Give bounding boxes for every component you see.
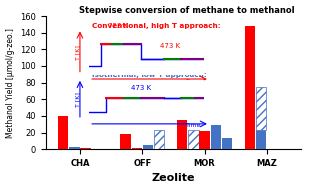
Bar [199,131,210,149]
Text: Conventional, high T approach:: Conventional, high T approach: [92,23,220,29]
Bar [143,145,153,149]
Bar [58,116,68,149]
Bar [245,26,255,149]
Text: Stepwise conversion of methane to methanol: Stepwise conversion of methane to methan… [79,6,295,15]
Text: Isothermal, low T approach:: Isothermal, low T approach: [92,72,207,78]
Bar [177,103,187,149]
Bar [256,130,266,149]
Bar [256,87,266,130]
Bar [80,148,91,149]
Bar [222,138,232,149]
Bar [69,147,80,149]
Y-axis label: Methanol Yield [μmol/g-zeo.]: Methanol Yield [μmol/g-zeo.] [6,28,15,138]
Bar [154,130,164,149]
X-axis label: Zeolite: Zeolite [152,174,195,184]
Bar [211,125,221,149]
Bar [120,134,131,149]
Bar [188,130,198,149]
Bar [132,148,142,149]
